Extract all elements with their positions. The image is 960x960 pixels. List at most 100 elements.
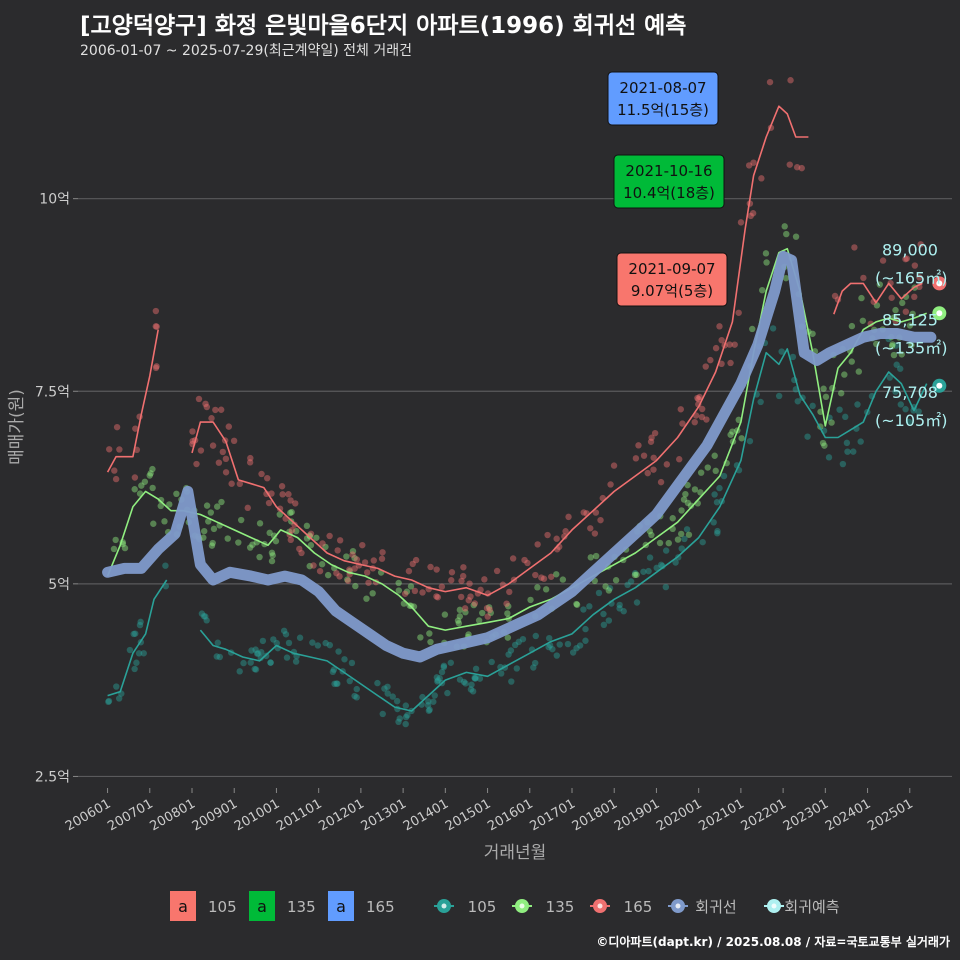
scatter-point-165 [538, 574, 545, 581]
scatter-point-165 [466, 580, 473, 587]
scatter-point-135 [395, 587, 403, 594]
scatter-point-105 [115, 695, 123, 702]
scatter-point-135 [207, 509, 215, 516]
scatter-point-105 [472, 665, 480, 673]
scatter-point-165 [434, 594, 442, 601]
scatter-point-135 [711, 452, 718, 459]
scatter-point-165 [225, 423, 233, 430]
scatter-point-165 [298, 549, 305, 557]
scatter-point-165 [707, 356, 714, 364]
scatter-point-165 [459, 572, 467, 580]
scatter-point-105 [720, 472, 728, 480]
scatter-point-135 [704, 464, 711, 471]
forecast-value-135: 85,125 [882, 310, 938, 329]
scatter-point-165 [580, 509, 587, 516]
scatter-point-135 [504, 610, 511, 617]
scatter-point-135 [542, 586, 550, 593]
scatter-point-165 [379, 549, 386, 556]
series-lines [102, 105, 937, 712]
scatter-point-105 [519, 635, 527, 643]
scatter-point-135 [855, 368, 863, 375]
scatter-point-105 [467, 686, 475, 693]
scatter-point-135 [633, 571, 640, 578]
x-tick-label: 201801 [570, 796, 620, 834]
x-tick-label: 201901 [612, 796, 662, 834]
scatter-point-105 [314, 642, 322, 649]
scatter-point-135 [527, 596, 534, 604]
scatter-point-135 [848, 358, 855, 365]
scatter-point-165 [677, 406, 684, 413]
forecast-marker-dot-135 [936, 310, 943, 317]
scatter-point-135 [898, 351, 905, 358]
scatter-point-105 [471, 674, 478, 682]
scatter-point-105 [564, 640, 572, 648]
scatter-point-135 [352, 582, 359, 590]
scatter-point-165 [745, 162, 753, 169]
callout-value-135: 10.4억(18층) [623, 184, 715, 202]
scatter-point-105 [657, 561, 665, 569]
scatter-point-165 [448, 577, 455, 584]
scatter-point-105 [214, 639, 221, 646]
scatter-point-135 [729, 428, 736, 435]
scatter-point-165 [203, 403, 211, 411]
scatter-point-165 [152, 307, 160, 315]
scatter-point-165 [650, 454, 657, 461]
scatter-point-135 [456, 606, 464, 614]
scatter-point-135 [110, 545, 118, 553]
scatter-point-165 [131, 474, 139, 481]
scatter-point-105 [126, 646, 134, 654]
scatter-point-135 [161, 518, 168, 525]
scatter-point-135 [288, 508, 295, 516]
scatter-point-165 [903, 255, 910, 262]
scatter-point-135 [292, 527, 300, 535]
y-tick-label: 7.5억 [35, 384, 70, 400]
scatter-point-165 [230, 437, 238, 445]
scatter-point-105 [259, 637, 267, 645]
scatter-point-165 [647, 438, 655, 445]
scatter-point-105 [469, 688, 477, 695]
scatter-point-165 [851, 244, 858, 251]
scatter-point-135 [828, 419, 835, 426]
scatter-point-135 [313, 534, 320, 541]
scatter-point-165 [401, 590, 409, 597]
scatter-point-105 [472, 674, 479, 682]
scatter-point-135 [166, 501, 173, 508]
scatter-point-165 [460, 564, 467, 571]
scatter-point-135 [138, 482, 145, 489]
legend-series-text: 105 [468, 898, 497, 916]
scatter-point-105 [434, 678, 441, 685]
scatter-point-135 [363, 595, 370, 602]
scatter-point-165 [189, 428, 196, 435]
scatter-point-135 [553, 571, 560, 578]
scatter-point-135 [587, 554, 594, 561]
scatter-point-165 [219, 448, 227, 456]
scatter-point-135 [677, 530, 685, 538]
scatter-point-135 [906, 322, 914, 329]
scatter-point-135 [674, 536, 682, 543]
scatter-point-165 [279, 491, 286, 498]
scatter-point-165 [726, 341, 733, 348]
scatter-point-165 [336, 573, 343, 580]
scatter-point-135 [303, 522, 311, 530]
scatter-point-105 [431, 692, 438, 699]
scatter-point-165 [153, 323, 160, 330]
scatter-point-105 [379, 710, 386, 718]
scatter-point-135 [859, 317, 867, 324]
scatter-point-105 [267, 659, 274, 666]
scatter-point-135 [559, 576, 567, 583]
scatter-point-105 [130, 630, 137, 638]
scatter-point-105 [133, 659, 140, 666]
scatter-point-105 [389, 693, 396, 700]
scatter-point-165 [265, 499, 273, 507]
x-tick-label: 202101 [696, 796, 746, 834]
scatter-point-165 [786, 161, 793, 168]
scatter-point-105 [462, 680, 469, 687]
scatter-point-105 [105, 697, 113, 705]
scatter-point-135 [781, 223, 788, 230]
scatter-point-165 [349, 551, 356, 558]
scatter-point-135 [268, 549, 276, 556]
scatter-point-135 [876, 281, 883, 288]
scatter-point-165 [702, 363, 709, 370]
x-tick-label: 201101 [274, 796, 324, 834]
